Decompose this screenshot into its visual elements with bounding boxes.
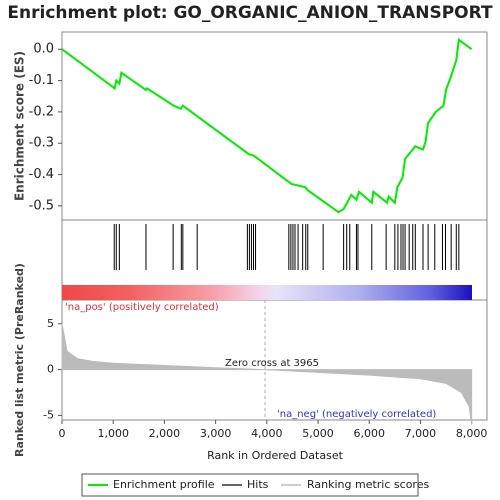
x-tick-label: 4,000 [251, 427, 283, 440]
plot-frame [61, 31, 488, 421]
color-bar [62, 285, 472, 300]
x-tick-label: 8,000 [456, 427, 488, 440]
x-tick-label: 7,000 [405, 427, 437, 440]
x-axis-label: Rank in Ordered Dataset [207, 449, 344, 462]
annotation: 'na_neg' (negatively correlated) [277, 409, 436, 420]
y2-tick-label: 5 [47, 317, 54, 330]
legend [81, 473, 419, 497]
y-tick-label: -0.2 [29, 104, 54, 119]
y-tick-label: 0.0 [33, 42, 54, 57]
y2-axis-label: Ranked list metric (PreRanked) [13, 263, 26, 457]
y2-tick-label: -5 [43, 408, 54, 421]
legend-label: Enrichment profile [113, 478, 215, 491]
x-tick-label: 1,000 [97, 427, 129, 440]
y-tick-label: -0.4 [29, 167, 54, 182]
x-tick-label: 3,000 [200, 427, 232, 440]
y-axis-label: Enrichment score (ES) [13, 51, 27, 201]
x-tick-label: 6,000 [353, 427, 385, 440]
x-tick-label: 5,000 [302, 427, 334, 440]
y2-tick-label: 0 [47, 363, 54, 376]
y-tick-label: -0.1 [29, 73, 54, 88]
annotation: Zero cross at 3965 [225, 358, 319, 369]
metric-area [61, 323, 473, 425]
chart-title: Enrichment plot: GO_ORGANIC_ANION_TRANSP… [7, 3, 493, 23]
legend-label: Hits [247, 478, 269, 491]
x-tick-label: 0 [59, 427, 66, 440]
y-tick-label: -0.5 [29, 198, 54, 213]
x-tick-label: 2,000 [149, 427, 181, 440]
legend-label: Ranking metric scores [307, 478, 429, 491]
y-tick-label: -0.3 [29, 136, 54, 151]
es-line [61, 38, 473, 214]
annotation: 'na_pos' (positively correlated) [65, 302, 219, 313]
